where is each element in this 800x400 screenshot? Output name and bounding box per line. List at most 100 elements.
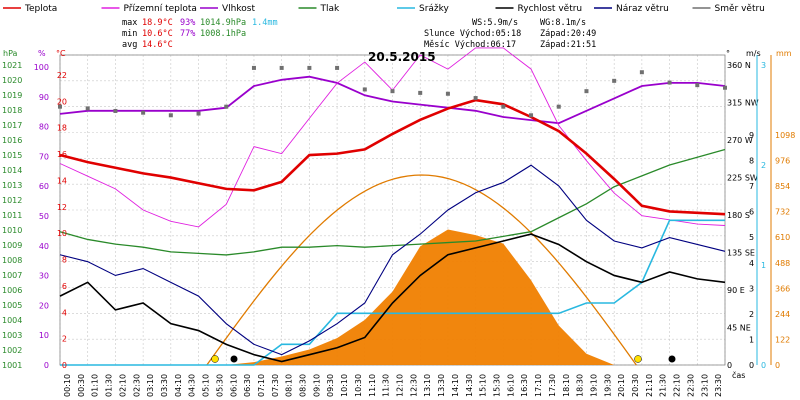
stat-max-temp: 18.9°C xyxy=(142,18,173,28)
tick-x: 17:30 xyxy=(548,374,557,397)
tick-ms: 5 xyxy=(749,233,754,242)
tick-hpa: 1012 xyxy=(2,196,22,205)
tick-hpa: 1004 xyxy=(2,316,22,325)
legend-label: Náraz větru xyxy=(616,4,669,14)
tick-x: 06:30 xyxy=(243,374,252,397)
stat-min-press: 1008.1hPa xyxy=(200,29,246,39)
x-axis-label: čas xyxy=(732,370,745,380)
tick-ms2: 1 xyxy=(761,261,766,270)
series-wind-direction xyxy=(473,96,478,101)
tick-x: 18:10 xyxy=(562,374,571,397)
series-wind-direction xyxy=(584,89,589,94)
tick-hpa: 1013 xyxy=(2,181,22,190)
tick-ms: 9 xyxy=(749,131,754,140)
series-wind-direction xyxy=(695,83,700,88)
tick-rain: 366 xyxy=(775,284,790,293)
tick-x: 23:30 xyxy=(714,374,723,397)
tick-x: 07:10 xyxy=(257,374,266,397)
tick-x: 10:10 xyxy=(340,374,349,397)
tick-x: 06:10 xyxy=(229,374,238,397)
tick-x: 19:10 xyxy=(589,374,598,397)
axes-group: hPa% °C1001100210031004100510061007100810… xyxy=(2,49,795,397)
tick-dir: 360 N xyxy=(727,61,751,70)
tick-hpa: 1005 xyxy=(2,301,22,310)
tick-dir: 270 W xyxy=(727,136,753,145)
moonrise-marker xyxy=(230,355,238,363)
chart-title: 20.5.2015 xyxy=(368,50,436,64)
tick-dir: 0 xyxy=(727,361,732,370)
tick-x: 20:10 xyxy=(617,374,626,397)
tick-x: 12:10 xyxy=(396,374,405,397)
tick-ms: 4 xyxy=(749,259,754,268)
series-wind-direction xyxy=(445,91,450,96)
tick-pct: 60 xyxy=(39,182,49,191)
legend: Teplota Přízemní teplota Vlhkost Tlak Srážky… xyxy=(3,4,765,14)
tick-hpa: 1009 xyxy=(2,241,22,250)
tick-dir: 135 SE xyxy=(727,249,755,258)
tick-x: 17:10 xyxy=(534,374,543,397)
tick-temp: 0 xyxy=(62,361,67,370)
tick-ms: 2 xyxy=(749,310,754,319)
sunset-marker xyxy=(634,355,642,363)
tick-ms: 8 xyxy=(749,157,754,166)
tick-x: 22:10 xyxy=(673,374,682,397)
sun-elevation-line xyxy=(206,174,637,366)
tick-pct: 100 xyxy=(34,63,49,72)
tick-x: 15:10 xyxy=(479,374,488,397)
axis-unit-temp: °C xyxy=(56,49,66,58)
tick-temp: 8 xyxy=(62,256,67,265)
tick-x: 03:30 xyxy=(160,374,169,397)
stat-min-label: min xyxy=(122,29,137,39)
series-wind-direction xyxy=(307,65,312,70)
legend-label: Tlak xyxy=(320,4,341,14)
tick-x: 04:30 xyxy=(188,374,197,397)
stats-block: max 18.9°C 93% 1014.9hPa 1.4mm min 10.6°… xyxy=(122,18,596,50)
series-wind-direction xyxy=(612,78,617,83)
legend-label: Teplota xyxy=(24,4,57,14)
tick-rain: 610 xyxy=(775,233,790,242)
tick-rain: 976 xyxy=(775,157,790,166)
tick-x: 01:10 xyxy=(91,374,100,397)
tick-x: 08:10 xyxy=(285,374,294,397)
series-wind-direction xyxy=(224,104,229,109)
solar-radiation-fill xyxy=(60,229,725,365)
tick-hpa: 1021 xyxy=(2,61,22,70)
series-wind-direction xyxy=(639,70,644,75)
stat-min-temp: 10.6°C xyxy=(142,29,173,39)
info-ws: WS:5.9m/s xyxy=(472,18,518,28)
series-wind-direction xyxy=(529,113,534,118)
tick-x: 05:10 xyxy=(202,374,211,397)
tick-pct: 70 xyxy=(39,152,49,161)
series-wind-direction xyxy=(362,87,367,92)
tick-hpa: 1007 xyxy=(2,271,22,280)
tick-pct: 20 xyxy=(39,301,49,310)
tick-x: 02:30 xyxy=(132,374,141,397)
tick-rain: 244 xyxy=(775,310,790,319)
info-moon: Měsíc Východ:06:17 xyxy=(424,40,516,50)
tick-x: 13:10 xyxy=(423,374,432,397)
stat-max-label: max xyxy=(122,18,137,28)
axis-unit-dir: ° xyxy=(726,49,730,58)
tick-temp: 2 xyxy=(62,335,67,344)
series-wind-direction xyxy=(501,104,506,109)
tick-dir: 315 NW xyxy=(727,99,759,108)
legend-label: Přízemní teplota xyxy=(124,4,197,14)
series-humidity xyxy=(59,75,726,125)
tick-pct: 10 xyxy=(39,331,49,340)
tick-hpa: 1019 xyxy=(2,91,22,100)
tick-rain: 122 xyxy=(775,335,790,344)
tick-dir: 45 NE xyxy=(727,324,751,333)
tick-x: 07:30 xyxy=(271,374,280,397)
tick-hpa: 1001 xyxy=(2,361,22,370)
tick-temp: 16 xyxy=(57,150,67,159)
tick-x: 11:10 xyxy=(368,374,377,397)
legend-label: Rychlost větru xyxy=(518,4,583,14)
series-wind-direction xyxy=(667,80,672,85)
info-moon-set: Západ:21:51 xyxy=(540,40,596,50)
tick-x: 11:30 xyxy=(382,374,391,397)
tick-hpa: 1016 xyxy=(2,136,22,145)
axis-unit-ms: m/s xyxy=(746,49,761,58)
tick-hpa: 1018 xyxy=(2,106,22,115)
tick-dir: 225 SW xyxy=(727,174,758,183)
